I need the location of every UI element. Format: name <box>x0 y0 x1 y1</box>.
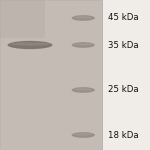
Ellipse shape <box>74 134 93 135</box>
Ellipse shape <box>10 42 50 46</box>
FancyBboxPatch shape <box>0 0 45 38</box>
Ellipse shape <box>72 132 95 138</box>
Ellipse shape <box>8 41 52 49</box>
Ellipse shape <box>74 88 93 90</box>
FancyBboxPatch shape <box>0 0 102 150</box>
Text: 18 kDa: 18 kDa <box>108 130 139 140</box>
Text: 25 kDa: 25 kDa <box>108 85 139 94</box>
Text: 35 kDa: 35 kDa <box>108 40 139 50</box>
Ellipse shape <box>72 15 95 21</box>
Ellipse shape <box>72 87 95 93</box>
Text: 45 kDa: 45 kDa <box>108 14 139 22</box>
Ellipse shape <box>74 16 93 18</box>
Ellipse shape <box>72 42 95 48</box>
Ellipse shape <box>74 44 93 45</box>
